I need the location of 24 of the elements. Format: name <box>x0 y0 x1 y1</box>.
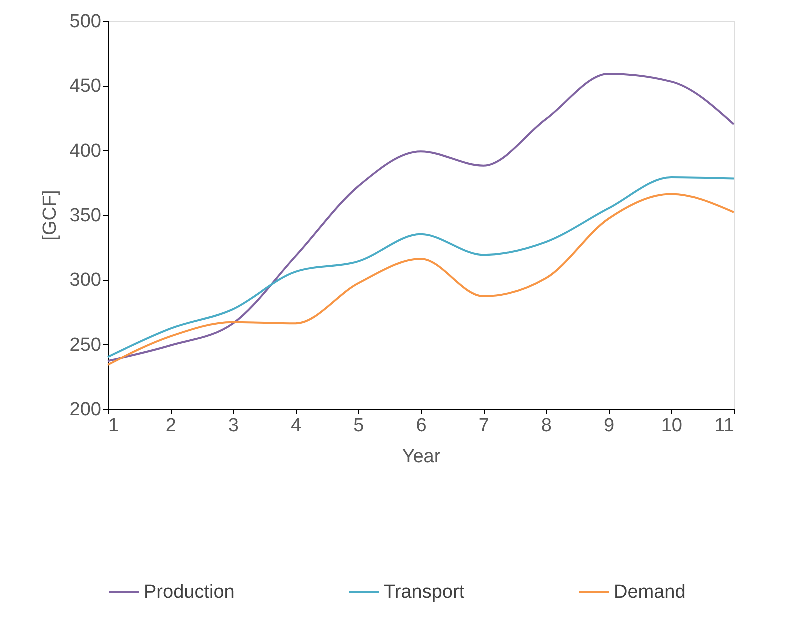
x-tick-label: 10 <box>661 416 682 436</box>
x-tick-label: 1 <box>108 416 120 436</box>
x-tick-label: 8 <box>541 416 552 436</box>
y-tick-label: 200 <box>70 400 102 420</box>
legend-label: Production <box>144 582 235 603</box>
y-tick-label: 350 <box>70 206 102 226</box>
x-tick-label: 3 <box>228 416 239 436</box>
line-series <box>107 73 735 362</box>
x-tick-label: 9 <box>604 416 615 436</box>
legend-label: Demand <box>614 582 686 603</box>
x-tick-label: 7 <box>478 416 490 436</box>
x-tick-label: 4 <box>291 416 302 436</box>
x-tick-label: 5 <box>354 416 364 436</box>
y-axis-title: [GCF] <box>40 190 61 241</box>
x-tick-label: 6 <box>416 416 427 436</box>
y-tick-label: 250 <box>70 334 102 356</box>
y-tick-label: 300 <box>70 270 102 292</box>
legend-label: Transport <box>384 582 466 603</box>
x-tick-label: 2 <box>166 416 176 436</box>
y-tick-label: 400 <box>70 140 102 162</box>
x-axis-title: Year <box>402 446 442 468</box>
x-tick-label: 11 <box>714 416 734 436</box>
y-tick-label: 450 <box>70 76 102 98</box>
y-tick-label: 500 <box>70 12 102 32</box>
